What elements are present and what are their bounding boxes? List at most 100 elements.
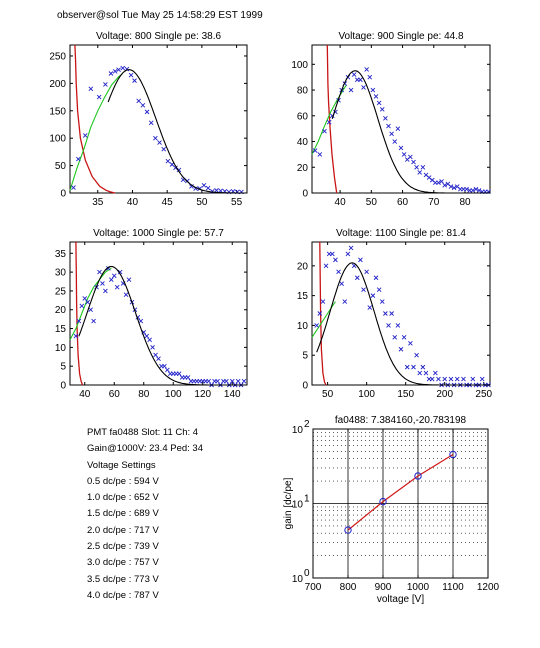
data-point bbox=[348, 245, 354, 251]
data-point bbox=[351, 72, 357, 77]
data-point bbox=[392, 335, 398, 340]
data-point bbox=[439, 179, 444, 184]
gaussian-fit-curve bbox=[78, 265, 247, 386]
data-point bbox=[79, 303, 85, 309]
data-point bbox=[373, 94, 379, 99]
x-tick-label: 900 bbox=[375, 582, 392, 593]
plot-frame bbox=[311, 44, 491, 194]
y-tick-label: 250 bbox=[49, 51, 66, 62]
data-point bbox=[414, 352, 419, 358]
x-tick-label: 250 bbox=[475, 389, 492, 400]
gaussian-fit-curve bbox=[331, 70, 490, 194]
x-tick-label: 150 bbox=[397, 389, 414, 400]
data-point bbox=[345, 251, 351, 257]
rise-curve bbox=[69, 73, 124, 191]
x-tick-label: 50 bbox=[196, 197, 208, 208]
y-tick-label: 15 bbox=[55, 324, 67, 335]
chart-title: Voltage: 800 Single pe: 38.6 bbox=[96, 31, 222, 42]
info-line: PMT fa0488 Slot: 11 Ch: 4 bbox=[87, 427, 199, 438]
info-line: 2.0 dc/pe : 717 V bbox=[87, 524, 159, 536]
data-point bbox=[364, 67, 369, 72]
y-axis-label: gain [dc/pe] bbox=[283, 477, 294, 529]
data-point bbox=[448, 184, 454, 189]
data-point bbox=[165, 158, 171, 164]
data-point bbox=[461, 376, 466, 382]
y-tick-label: 0 bbox=[60, 381, 66, 392]
data-point bbox=[161, 146, 167, 152]
data-point bbox=[215, 378, 220, 384]
data-point bbox=[132, 78, 137, 83]
data-point bbox=[473, 186, 479, 192]
data-point bbox=[442, 182, 448, 188]
data-point bbox=[417, 370, 423, 376]
data-point bbox=[323, 263, 329, 269]
data-point bbox=[322, 128, 327, 134]
data-point bbox=[358, 257, 363, 263]
data-point bbox=[103, 82, 108, 87]
y-tick-label: 20 bbox=[55, 305, 67, 316]
y-tick-label: 200 bbox=[49, 79, 66, 90]
data-point bbox=[364, 269, 369, 275]
data-point bbox=[205, 185, 211, 191]
data-point bbox=[336, 269, 341, 275]
x-tick-label: 700 bbox=[305, 582, 322, 593]
data-point bbox=[91, 318, 96, 324]
data-point bbox=[479, 376, 485, 382]
data-point bbox=[436, 180, 441, 186]
data-point bbox=[329, 251, 335, 257]
data-point bbox=[361, 287, 366, 292]
data-point bbox=[162, 363, 167, 369]
data-point bbox=[201, 183, 207, 188]
data-point bbox=[114, 284, 120, 290]
data-point bbox=[185, 375, 191, 380]
y-tick-label: 25 bbox=[55, 286, 67, 297]
data-point bbox=[379, 299, 385, 304]
data-point bbox=[82, 133, 88, 138]
data-point bbox=[383, 116, 388, 121]
y-tick-label: 5 bbox=[60, 362, 66, 373]
data-point bbox=[317, 311, 323, 316]
data-point bbox=[417, 170, 423, 175]
info-line: 1.5 dc/pe : 689 V bbox=[87, 508, 159, 520]
data-point bbox=[157, 140, 162, 145]
y-tick-label: 5 bbox=[302, 351, 308, 362]
gain-data-point bbox=[449, 450, 457, 459]
data-point bbox=[126, 277, 132, 282]
y-tick-label: 20 bbox=[297, 261, 309, 272]
data-point bbox=[71, 185, 76, 190]
data-point bbox=[429, 376, 435, 382]
data-point bbox=[354, 275, 360, 281]
data-point bbox=[408, 340, 413, 346]
x-tick-label: 1200 bbox=[477, 582, 500, 593]
gain-data-point bbox=[379, 497, 387, 506]
data-point bbox=[411, 364, 416, 370]
data-point bbox=[454, 376, 460, 382]
data-point bbox=[433, 370, 438, 376]
data-point bbox=[317, 152, 323, 157]
y-tick-label: 10 bbox=[292, 500, 304, 511]
data-point bbox=[389, 311, 394, 316]
x-tick-label: 40 bbox=[335, 197, 347, 208]
data-point bbox=[420, 164, 426, 170]
data-point bbox=[348, 87, 354, 93]
x-tick-label: 60 bbox=[109, 389, 121, 400]
y-tick-label: 0 bbox=[302, 189, 308, 200]
data-point bbox=[153, 135, 158, 141]
data-point bbox=[140, 102, 146, 108]
data-point bbox=[451, 185, 457, 191]
y-tick-label: 100 bbox=[291, 60, 308, 71]
x-tick-label: 120 bbox=[194, 389, 211, 400]
data-point bbox=[176, 371, 182, 377]
y-tick-label: 0 bbox=[60, 189, 66, 200]
data-point bbox=[214, 187, 219, 193]
data-point bbox=[73, 333, 79, 339]
data-point bbox=[411, 159, 416, 165]
x-tick-label: 45 bbox=[162, 197, 174, 208]
data-point bbox=[85, 299, 91, 305]
y-tick-label: 100 bbox=[49, 134, 66, 145]
data-point bbox=[370, 87, 376, 93]
data-point bbox=[189, 184, 194, 189]
